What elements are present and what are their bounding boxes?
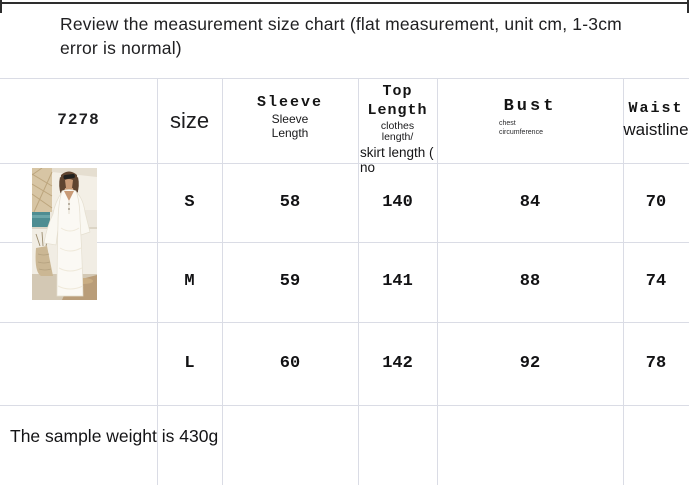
row-m-top-length: 141 [382, 272, 413, 291]
sleeve-header-subtitle: Sleeve Length [271, 112, 309, 140]
product-photo [31, 167, 97, 300]
top-length-subtitle: skirt length ( no [358, 145, 437, 175]
grid-vline-1 [157, 78, 158, 485]
top-border-line [0, 2, 689, 4]
sample-weight-note: The sample weight is 430g [10, 426, 219, 446]
top-length-subtitle-line1: skirt length ( [360, 145, 434, 160]
row-s-waist: 70 [645, 193, 667, 212]
row-m-size: M [184, 272, 195, 291]
column-header-top-length: Top Length clothes length/ skirt length … [358, 82, 437, 175]
row-s-sleeve: 58 [279, 193, 301, 212]
waist-header-label: Waist [628, 100, 684, 117]
row-l-size: L [184, 354, 195, 373]
top-length-subtitle-small: clothes length/ [380, 120, 415, 143]
top-right-border-stub [687, 0, 689, 13]
bust-header-subtitle: chest circumference [499, 120, 543, 136]
row-s-size: S [184, 193, 195, 212]
row-l-waist: 78 [645, 354, 667, 373]
product-code: 7278 [57, 111, 100, 129]
top-left-border-stub [0, 0, 2, 13]
page-title: Review the measurement size chart (flat … [60, 14, 622, 58]
top-length-subtitle-line2: no [360, 160, 376, 175]
column-header-size: size [169, 108, 210, 133]
row-s-bust: 84 [519, 193, 541, 212]
row-l-sleeve: 60 [279, 354, 301, 373]
grid-hline-row-s-bottom [0, 242, 689, 243]
row-m-sleeve: 59 [279, 272, 301, 291]
column-header-sleeve: Sleeve Sleeve Length [222, 93, 358, 140]
grid-vline-4 [437, 78, 438, 485]
grid-vline-2 [222, 78, 223, 485]
grid-vline-3 [358, 78, 359, 485]
sleeve-header-label: Sleeve [256, 94, 323, 111]
row-l-bust: 92 [519, 354, 541, 373]
column-header-waist: Waist waistline [616, 99, 689, 141]
grid-hline-header-bottom [0, 163, 689, 164]
grid-hline-header-top [0, 78, 689, 79]
row-m-bust: 88 [519, 272, 541, 291]
column-header-bust: Bust chest circumference [437, 97, 623, 137]
grid-vline-5 [623, 78, 624, 485]
grid-hline-row-l-bottom [0, 405, 689, 406]
waist-header-subtitle: waistline [623, 120, 689, 139]
bust-header-label: Bust [503, 97, 557, 116]
row-l-top-length: 142 [382, 354, 413, 373]
top-length-header-label: Top Length [367, 83, 428, 119]
row-m-waist: 74 [645, 272, 667, 291]
row-s-top-length: 140 [382, 193, 413, 212]
grid-hline-row-m-bottom [0, 322, 689, 323]
